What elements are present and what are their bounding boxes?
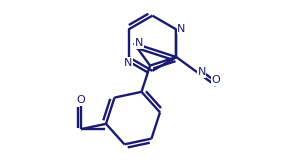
Text: N: N [124, 58, 133, 68]
Text: O: O [211, 75, 220, 85]
Text: N: N [198, 67, 206, 77]
Text: O: O [77, 95, 86, 105]
Text: N: N [177, 24, 186, 34]
Text: N: N [135, 38, 143, 48]
